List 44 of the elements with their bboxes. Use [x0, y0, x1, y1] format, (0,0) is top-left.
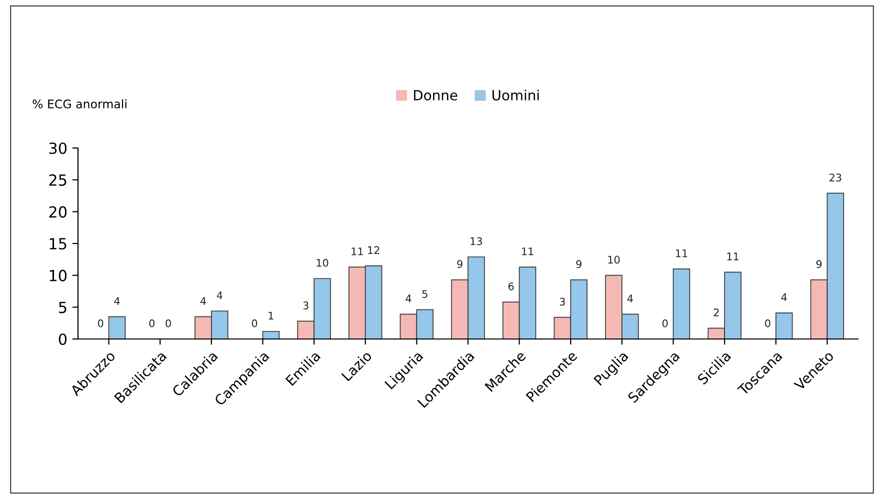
bar [672, 268, 690, 339]
data-label: 5 [422, 290, 428, 298]
y-tick-label: 30 [49, 142, 67, 154]
data-label: 0 [252, 319, 258, 328]
data-label: 0 [765, 319, 770, 328]
data-label: 0 [98, 319, 104, 328]
data-label: 11 [676, 249, 688, 258]
data-label: 4 [200, 297, 206, 305]
y-tick-label: 15 [50, 238, 66, 250]
data-label: 4 [627, 294, 633, 302]
data-label: 23 [830, 174, 842, 182]
data-label: 9 [457, 260, 462, 268]
bar [775, 312, 793, 339]
y-tick-label: 20 [49, 206, 67, 218]
y-axis-title: % ECG anormali [32, 99, 126, 108]
bar [108, 316, 126, 339]
data-label: 4 [406, 294, 412, 302]
data-label: 13 [470, 237, 482, 246]
legend-label: Uomini [492, 90, 539, 100]
y-tick-label: 5 [59, 302, 66, 314]
data-label: 9 [816, 260, 822, 268]
data-label: 3 [560, 298, 565, 306]
y-tick-label: 0 [58, 333, 67, 346]
data-label: 0 [149, 319, 155, 328]
data-label: 4 [781, 293, 787, 302]
data-label: 6 [508, 282, 514, 290]
data-label: 4 [114, 297, 120, 305]
data-label: 2 [714, 308, 719, 316]
y-tick-label: 10 [50, 270, 67, 282]
data-label: 4 [216, 292, 222, 300]
data-label: 3 [303, 302, 308, 310]
data-label: 11 [522, 248, 534, 256]
data-label: 1 [268, 312, 274, 320]
data-label: 11 [727, 252, 738, 260]
data-label: 9 [576, 260, 582, 268]
data-label: 10 [608, 256, 620, 264]
bar [262, 330, 280, 339]
data-label: 11 [352, 248, 363, 256]
y-tick-label: 25 [49, 174, 66, 186]
data-label: 10 [316, 258, 328, 267]
data-label: 0 [166, 319, 171, 328]
legend-label: Donne [414, 90, 458, 100]
data-label: 0 [662, 319, 668, 328]
data-label: 12 [368, 246, 380, 254]
